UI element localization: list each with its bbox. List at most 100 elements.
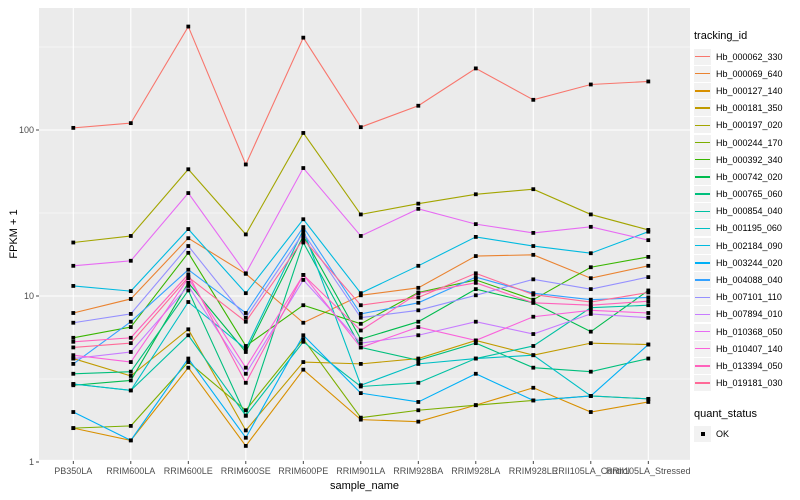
x-tick-label: RRIM901LA xyxy=(336,466,385,476)
legend-key-swatch xyxy=(694,254,711,271)
data-point xyxy=(358,234,363,238)
legend-key-line xyxy=(695,176,710,178)
legend-key-swatch xyxy=(694,48,711,65)
legend-item-Hb_019181_030: Hb_019181_030 xyxy=(694,375,800,392)
legend-key-swatch xyxy=(694,426,711,443)
data-point xyxy=(473,338,478,343)
data-point xyxy=(473,356,478,361)
legend-item-Hb_000181_350: Hb_000181_350 xyxy=(694,100,800,117)
legend-key-swatch xyxy=(694,117,711,134)
legend-item-Hb_013394_050: Hb_013394_050 xyxy=(694,357,800,374)
data-point xyxy=(416,325,421,329)
data-point xyxy=(243,444,248,448)
data-point xyxy=(588,265,593,270)
data-point xyxy=(416,361,421,366)
y-tick-label: 10 xyxy=(24,291,34,301)
legend-key-swatch xyxy=(694,203,711,220)
data-point xyxy=(243,162,248,167)
data-point xyxy=(71,240,76,245)
data-point xyxy=(243,311,248,315)
data-point xyxy=(531,398,536,403)
legend-quant-status-entries: OK xyxy=(694,426,800,443)
legend-title-tracking-id: tracking_id xyxy=(694,30,748,42)
data-point xyxy=(473,341,478,346)
data-point xyxy=(646,238,651,243)
data-point xyxy=(186,236,191,241)
data-point xyxy=(358,341,363,346)
data-point xyxy=(71,371,76,376)
data-point xyxy=(646,299,651,304)
legend-item-quant-ok: OK xyxy=(694,426,800,443)
x-tick-label: RRIM928LE xyxy=(509,466,558,476)
legend-key-swatch xyxy=(694,289,711,306)
data-point xyxy=(128,378,133,383)
legend-key-swatch xyxy=(694,151,711,168)
legend-key-line xyxy=(695,365,710,367)
data-point xyxy=(473,234,478,239)
data-point xyxy=(243,408,248,413)
data-point xyxy=(473,278,478,282)
data-point xyxy=(358,337,363,341)
data-point xyxy=(71,353,76,358)
legend-key-line xyxy=(695,73,710,75)
data-point xyxy=(128,234,133,238)
legend-item-label: Hb_003244_020 xyxy=(716,257,783,268)
data-point xyxy=(473,287,478,292)
data-point xyxy=(531,277,536,282)
legend-item-label: Hb_001195_060 xyxy=(716,223,782,234)
data-point xyxy=(646,396,651,401)
x-tick-label: PB350LA xyxy=(54,466,92,476)
legend-item-label: Hb_019181_030 xyxy=(716,378,783,389)
legend-item-Hb_000127_140: Hb_000127_140 xyxy=(694,82,800,99)
data-point xyxy=(646,311,651,315)
legend-item-label: Hb_000742_020 xyxy=(716,171,783,182)
legend-item-label: OK xyxy=(716,429,730,440)
data-point xyxy=(301,273,306,277)
data-point xyxy=(588,308,593,313)
legend-key-line xyxy=(695,193,710,195)
data-point xyxy=(416,400,421,404)
legend-item-label: Hb_007894_010 xyxy=(716,309,783,320)
legend-item-label: Hb_002184_090 xyxy=(716,240,783,251)
data-point xyxy=(301,337,306,341)
legend-key-swatch xyxy=(694,323,711,340)
data-point xyxy=(358,293,363,298)
data-point xyxy=(186,167,191,172)
data-point xyxy=(416,263,421,268)
legend-item-Hb_001195_060: Hb_001195_060 xyxy=(694,220,800,237)
legend-key-swatch xyxy=(694,186,711,203)
data-point xyxy=(128,319,133,324)
legend-item-label: Hb_000392_340 xyxy=(716,154,783,165)
legend-item-Hb_010407_140: Hb_010407_140 xyxy=(694,340,800,357)
data-point xyxy=(71,356,76,361)
x-tick-label: RRIM600LE xyxy=(164,466,213,476)
legend-item-Hb_000392_340: Hb_000392_340 xyxy=(694,151,800,168)
data-point xyxy=(358,383,363,388)
y-axis-title: FPKM + 1 xyxy=(8,209,20,259)
data-point xyxy=(243,380,248,385)
data-point xyxy=(358,415,363,420)
data-point xyxy=(646,288,651,293)
data-point xyxy=(473,280,478,285)
x-axis-title: sample_name xyxy=(329,480,400,492)
data-point xyxy=(71,284,76,288)
legend-item-Hb_000765_060: Hb_000765_060 xyxy=(694,186,800,203)
legend-key-swatch xyxy=(694,272,711,289)
data-point xyxy=(646,263,651,268)
data-point xyxy=(531,292,536,297)
data-point xyxy=(128,438,133,443)
data-point xyxy=(358,321,363,326)
legend-key-swatch xyxy=(694,375,711,392)
data-point xyxy=(301,320,306,325)
data-point xyxy=(301,333,306,338)
data-point xyxy=(186,300,191,304)
legend-key-line xyxy=(695,279,710,281)
data-point xyxy=(186,288,191,293)
legend-item-Hb_007101_110: Hb_007101_110 xyxy=(694,289,800,306)
data-point xyxy=(531,344,536,348)
data-point xyxy=(71,125,76,130)
legend-item-label: Hb_007101_110 xyxy=(716,292,782,303)
legend-item-Hb_000062_330: Hb_000062_330 xyxy=(694,48,800,65)
data-point xyxy=(301,339,306,344)
